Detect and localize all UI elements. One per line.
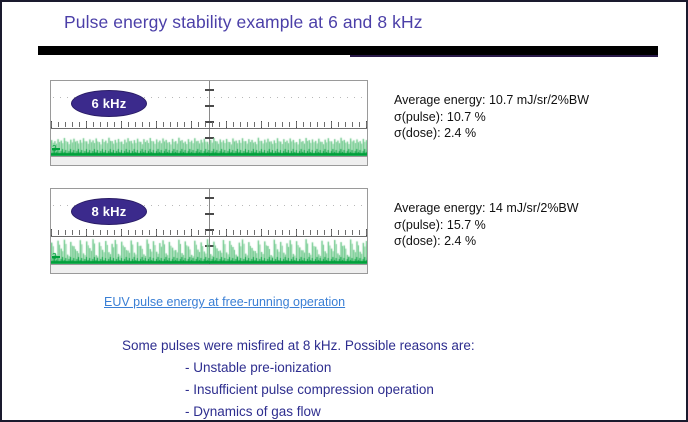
waveform-trace-6khz <box>51 129 367 159</box>
channel-marker-icon: 2 <box>52 143 61 155</box>
conclusion-lead: Some pulses were misfired at 8 kHz. Poss… <box>122 338 475 353</box>
title-divider-bar <box>38 46 658 55</box>
conclusion-block: Some pulses were misfired at 8 kHz. Poss… <box>122 335 475 420</box>
scope-display-6khz: 2 6 kHz <box>50 80 368 166</box>
sigma-dose-8khz: σ(dose): 2.4 % <box>394 234 477 248</box>
scope-inner-6khz: 2 <box>51 81 367 165</box>
average-energy-8khz: Average energy: 14 mJ/sr/2%BW <box>394 201 579 215</box>
scope-inner-8khz: 2 <box>51 189 367 273</box>
page-title: Pulse energy stability example at 6 and … <box>64 12 423 32</box>
frequency-badge-8khz: 8 kHz <box>71 198 147 225</box>
sigma-dose-6khz: σ(dose): 2.4 % <box>394 126 477 140</box>
horizontal-axis <box>51 236 367 237</box>
horizontal-axis <box>51 128 367 129</box>
conclusion-bullet-1: - Unstable pre-ionization <box>185 360 332 375</box>
conclusion-bullet-3: - Dynamics of gas flow <box>185 404 321 419</box>
sigma-pulse-6khz: σ(pulse): 10.7 % <box>394 109 486 124</box>
conclusion-bullet-2: - Insufficient pulse compression operati… <box>185 382 434 397</box>
average-energy-6khz: Average energy: 10.7 mJ/sr/2%BW <box>394 93 589 107</box>
scope-bottom-strip <box>51 264 367 273</box>
title-divider-underline <box>350 55 658 57</box>
channel-marker-icon: 2 <box>52 251 61 263</box>
frequency-badge-6khz: 6 kHz <box>71 90 147 117</box>
waveform-trace-8khz <box>51 237 367 267</box>
axis-minor-ticks <box>51 230 367 235</box>
euv-pulse-energy-link[interactable]: EUV pulse energy at free-running operati… <box>104 295 346 309</box>
stats-block-6khz: Average energy: 10.7 mJ/sr/2%BW σ(pulse)… <box>394 92 589 142</box>
sigma-pulse-8khz: σ(pulse): 15.7 % <box>394 217 486 232</box>
scope-display-8khz: 2 8 kHz <box>50 188 368 274</box>
scope-bottom-strip <box>51 156 367 165</box>
stats-block-8khz: Average energy: 14 mJ/sr/2%BW σ(pulse): … <box>394 200 579 250</box>
axis-minor-ticks <box>51 122 367 127</box>
